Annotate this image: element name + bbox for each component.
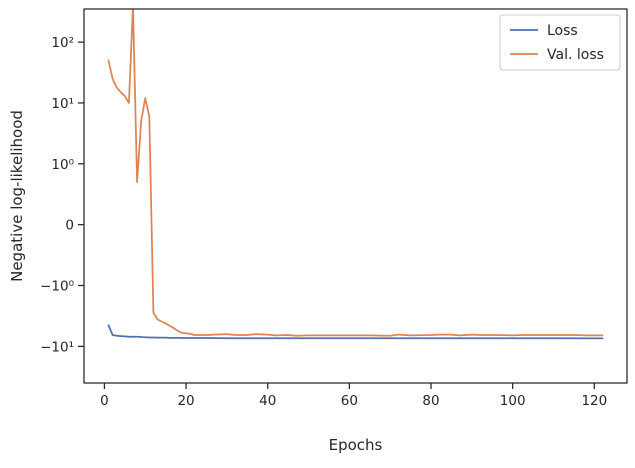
y-tick-label: −10¹ <box>40 339 74 355</box>
series-line-val-loss <box>107 9 604 337</box>
x-tick-label: 60 <box>341 393 358 409</box>
legend-box <box>499 14 621 71</box>
y-axis-label: Negative log-likelihood <box>8 110 26 282</box>
y-tick-label: 10¹ <box>51 96 74 112</box>
x-tick-label: 120 <box>581 393 607 409</box>
legend-label-loss: Loss <box>547 23 578 39</box>
x-axis-ticks: 0 20 40 60 80 100 120 <box>100 383 607 409</box>
series-line-loss <box>107 324 604 340</box>
y-axis-ticks: 10² 10¹ 10⁰ 0 −10⁰ −10¹ <box>40 35 84 355</box>
y-tick-label: 10² <box>51 35 74 51</box>
y-tick-label: −10⁰ <box>40 279 74 295</box>
legend-label-val-loss: Val. loss <box>547 47 604 63</box>
x-axis-label: Epochs <box>329 436 383 454</box>
x-tick-label: 100 <box>500 393 526 409</box>
legend: Loss Val. loss <box>499 14 621 71</box>
plot-frame <box>83 8 628 384</box>
chart-marks <box>107 9 604 340</box>
y-tick-label: 0 <box>65 218 74 234</box>
y-tick-label: 10⁰ <box>51 157 74 173</box>
x-tick-label: 80 <box>422 393 439 409</box>
x-tick-label: 20 <box>177 393 194 409</box>
x-tick-label: 40 <box>259 393 276 409</box>
x-tick-label: 0 <box>100 393 109 409</box>
